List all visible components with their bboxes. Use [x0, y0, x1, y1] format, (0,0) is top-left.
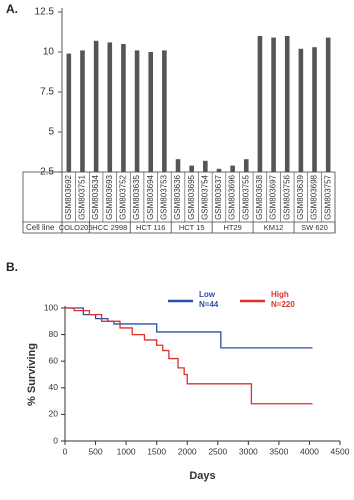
bar — [230, 165, 235, 172]
bar — [93, 40, 99, 172]
bar — [271, 37, 276, 172]
category-label: GSM803755 — [241, 174, 250, 219]
bar — [121, 44, 126, 172]
legend-n: N=220 — [271, 300, 295, 309]
group-label: COLO205 — [59, 223, 93, 232]
x-tick-label: 2500 — [208, 446, 227, 456]
x-tick-label: 4500 — [331, 446, 350, 456]
category-label: GSM803695 — [187, 174, 196, 219]
y-tick-label: 40 — [49, 382, 59, 392]
category-label: GSM803698 — [310, 174, 319, 219]
panel-label: A. — [6, 2, 18, 16]
legend-label: High — [271, 290, 289, 299]
survival-curve — [65, 307, 313, 405]
group-label: SW 620 — [301, 223, 328, 232]
category-label: GSM803757 — [323, 174, 332, 219]
x-tick-label: 3000 — [239, 446, 258, 456]
y-tick-label: 60 — [49, 355, 59, 365]
y-tick-label: 10 — [43, 47, 55, 58]
bar — [66, 53, 72, 172]
category-label: GSM803756 — [282, 174, 291, 219]
category-label: GSM803694 — [146, 174, 155, 219]
category-label: GSM803638 — [255, 174, 264, 219]
category-label: GSM803692 — [64, 174, 73, 219]
bar — [298, 48, 304, 172]
category-label: GSM803693 — [105, 174, 114, 219]
bar — [325, 37, 331, 172]
y-tick-label: 80 — [49, 329, 59, 339]
category-label: GSM803753 — [159, 174, 168, 219]
bar — [175, 159, 181, 172]
bar — [107, 42, 113, 173]
category-label: GSM803637 — [214, 174, 223, 219]
category-label: GSM803634 — [91, 174, 100, 219]
bar — [134, 50, 140, 172]
category-label: GSM803636 — [173, 174, 182, 219]
bar — [284, 36, 290, 172]
category-label: GSM803639 — [296, 174, 305, 219]
y-tick-label: 7.5 — [40, 87, 54, 98]
category-label: GSM803697 — [269, 174, 278, 219]
bar — [257, 36, 263, 172]
y-tick-label: 20 — [49, 409, 59, 419]
category-label: GSM803754 — [200, 174, 209, 219]
survival-curve — [65, 307, 313, 349]
x-tick-label: 2000 — [178, 446, 197, 456]
bar — [243, 159, 249, 172]
bar — [80, 50, 85, 172]
category-label: GSM803752 — [119, 174, 128, 219]
y-tick-label: 0 — [53, 435, 58, 445]
bar — [189, 165, 194, 172]
category-label: GSM803696 — [228, 174, 237, 219]
y-tick-label: 100 — [44, 302, 58, 312]
y-tick-label: 5 — [48, 127, 54, 138]
x-tick-label: 1500 — [147, 446, 166, 456]
panel-label: B. — [6, 260, 18, 274]
category-label: GSM803751 — [78, 174, 87, 219]
x-tick-label: 0 — [63, 446, 68, 456]
bar — [148, 52, 154, 172]
category-label: GSM803635 — [132, 174, 141, 219]
y-tick-label: 12.5 — [35, 7, 55, 18]
y-axis-label: % Surviving — [26, 343, 38, 406]
bar — [216, 168, 222, 172]
x-tick-label: 3500 — [269, 446, 288, 456]
x-axis-label: Days — [189, 470, 215, 482]
row-label: Cell line — [26, 223, 55, 232]
group-label: KM12 — [264, 223, 284, 232]
bar — [162, 50, 167, 172]
legend-n: N=44 — [199, 300, 219, 309]
x-tick-label: 500 — [88, 446, 102, 456]
x-tick-label: 1000 — [117, 446, 136, 456]
group-label: HCC 2998 — [92, 223, 127, 232]
legend-label: Low — [199, 290, 216, 299]
group-label: HCT 15 — [179, 223, 205, 232]
group-label: HCT 116 — [136, 223, 165, 232]
bar — [312, 47, 317, 173]
bar — [203, 160, 208, 172]
x-tick-label: 4000 — [300, 446, 319, 456]
group-label: HT29 — [223, 223, 241, 232]
